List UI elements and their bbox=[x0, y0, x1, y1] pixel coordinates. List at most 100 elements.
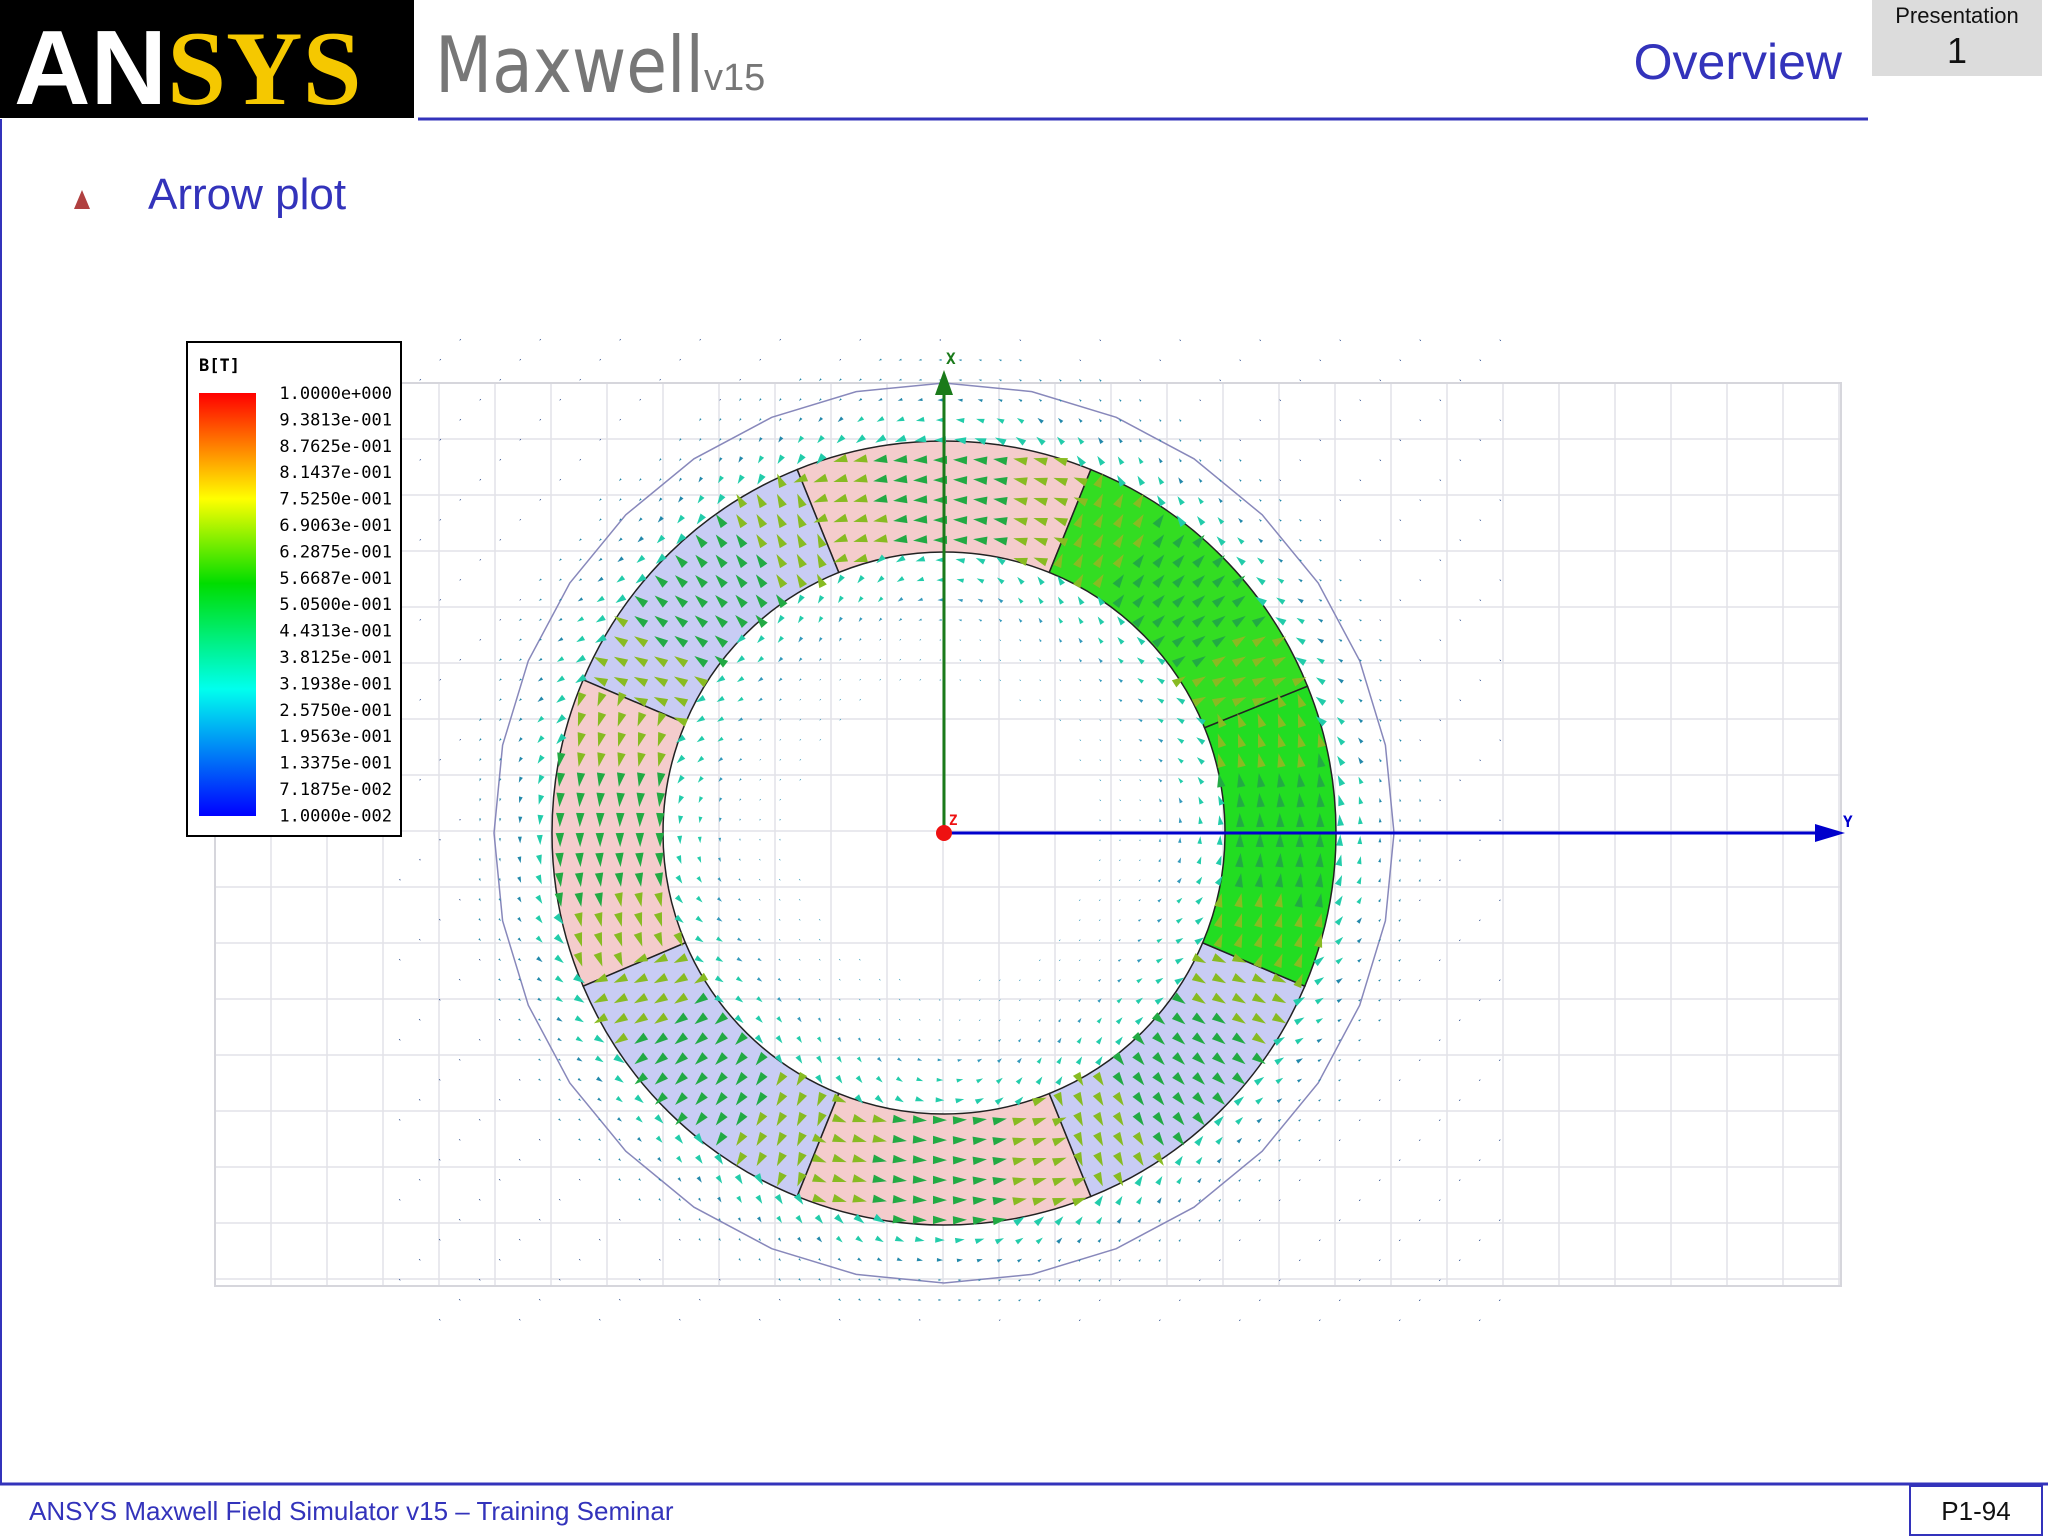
field-arrow bbox=[1152, 1032, 1166, 1045]
field-arrow bbox=[539, 498, 542, 501]
field-arrow bbox=[918, 618, 922, 621]
field-arrow bbox=[535, 935, 543, 943]
field-arrow bbox=[695, 534, 708, 549]
field-arrow bbox=[1132, 1131, 1144, 1146]
field-arrow bbox=[1198, 1198, 1201, 1202]
field-arrow bbox=[673, 931, 683, 947]
field-arrow bbox=[1298, 1139, 1302, 1142]
field-arrow bbox=[1478, 919, 1481, 922]
field-arrow bbox=[1098, 879, 1101, 882]
field-arrow bbox=[1197, 1177, 1202, 1184]
field-arrow bbox=[714, 635, 729, 648]
field-arrow bbox=[1178, 797, 1183, 804]
field-arrow bbox=[853, 474, 868, 483]
field-arrow bbox=[1499, 739, 1502, 742]
field-arrow bbox=[655, 832, 665, 847]
field-arrow bbox=[1172, 1052, 1186, 1065]
field-arrow bbox=[1219, 478, 1222, 482]
field-arrow bbox=[478, 958, 481, 961]
field-arrow bbox=[1478, 1079, 1481, 1082]
legend-label: 8.7625e-001 bbox=[279, 437, 392, 457]
field-arrow bbox=[1251, 1032, 1266, 1044]
field-arrow bbox=[738, 456, 744, 463]
field-arrow bbox=[635, 852, 644, 867]
field-arrow bbox=[852, 1154, 867, 1163]
field-arrow bbox=[1018, 379, 1022, 382]
field-arrow bbox=[1098, 678, 1103, 683]
field-arrow bbox=[1459, 619, 1462, 622]
field-arrow bbox=[899, 678, 902, 681]
field-arrow bbox=[937, 398, 943, 402]
field-arrow bbox=[694, 676, 709, 688]
field-arrow bbox=[558, 1198, 561, 1201]
field-arrow bbox=[718, 837, 722, 843]
field-arrow bbox=[1256, 577, 1266, 586]
field-arrow bbox=[894, 1235, 905, 1242]
field-arrow bbox=[674, 1012, 689, 1025]
field-arrow bbox=[1215, 1136, 1223, 1145]
field-arrow bbox=[755, 1051, 768, 1066]
field-arrow bbox=[517, 958, 522, 962]
field-arrow bbox=[519, 518, 522, 521]
field-arrow bbox=[1095, 1216, 1103, 1225]
field-arrow bbox=[636, 1136, 642, 1142]
field-arrow bbox=[912, 1135, 927, 1144]
field-arrow bbox=[898, 978, 901, 981]
field-arrow bbox=[538, 1298, 541, 1301]
field-arrow bbox=[498, 998, 502, 1001]
field-arrow bbox=[537, 997, 542, 1002]
field-arrow bbox=[894, 434, 907, 443]
field-arrow bbox=[1499, 339, 1502, 342]
field-arrow bbox=[799, 698, 802, 701]
field-arrow bbox=[1079, 739, 1082, 742]
field-arrow bbox=[997, 598, 1004, 604]
field-arrow bbox=[618, 1298, 621, 1301]
field-arrow bbox=[1418, 878, 1421, 882]
field-arrow bbox=[1316, 1038, 1323, 1043]
field-arrow bbox=[1459, 379, 1462, 382]
field-arrow bbox=[459, 898, 461, 901]
field-arrow bbox=[1231, 595, 1246, 608]
field-arrow bbox=[598, 538, 602, 541]
field-arrow bbox=[698, 796, 704, 803]
field-arrow bbox=[978, 359, 982, 362]
field-arrow bbox=[778, 1298, 781, 1301]
product-name: Maxwell bbox=[435, 21, 704, 112]
field-arrow bbox=[797, 615, 804, 624]
field-arrow bbox=[715, 1091, 728, 1106]
field-arrow bbox=[1059, 719, 1062, 722]
field-arrow bbox=[638, 1158, 642, 1162]
field-arrow bbox=[1338, 1079, 1342, 1082]
field-arrow bbox=[838, 398, 842, 402]
field-arrow bbox=[1378, 837, 1382, 843]
field-arrow bbox=[756, 493, 768, 509]
field-arrow bbox=[1013, 557, 1028, 566]
field-arrow bbox=[1093, 493, 1103, 509]
field-arrow bbox=[1314, 913, 1323, 928]
field-arrow bbox=[776, 1071, 788, 1086]
field-arrow bbox=[597, 576, 604, 582]
field-arrow bbox=[695, 1154, 703, 1164]
field-arrow bbox=[1132, 574, 1145, 589]
field-arrow bbox=[1033, 557, 1048, 567]
field-arrow bbox=[1231, 697, 1247, 707]
field-arrow bbox=[833, 513, 848, 523]
field-arrow bbox=[614, 892, 623, 907]
field-arrow bbox=[1293, 973, 1303, 989]
field-arrow bbox=[838, 1298, 842, 1301]
field-arrow bbox=[1172, 595, 1185, 608]
field-arrow bbox=[1233, 913, 1243, 928]
field-arrow bbox=[797, 1131, 807, 1147]
field-arrow bbox=[1117, 959, 1122, 962]
field-arrow bbox=[1079, 719, 1082, 722]
field-arrow bbox=[852, 1174, 867, 1183]
field-arrow bbox=[556, 694, 566, 703]
field-arrow bbox=[438, 1318, 441, 1321]
field-arrow bbox=[1158, 838, 1161, 842]
field-arrow bbox=[1038, 617, 1043, 624]
field-arrow bbox=[953, 496, 968, 505]
field-arrow bbox=[593, 993, 609, 1004]
field-arrow bbox=[1336, 998, 1343, 1003]
field-arrow bbox=[756, 1111, 768, 1126]
field-arrow bbox=[1379, 738, 1382, 742]
